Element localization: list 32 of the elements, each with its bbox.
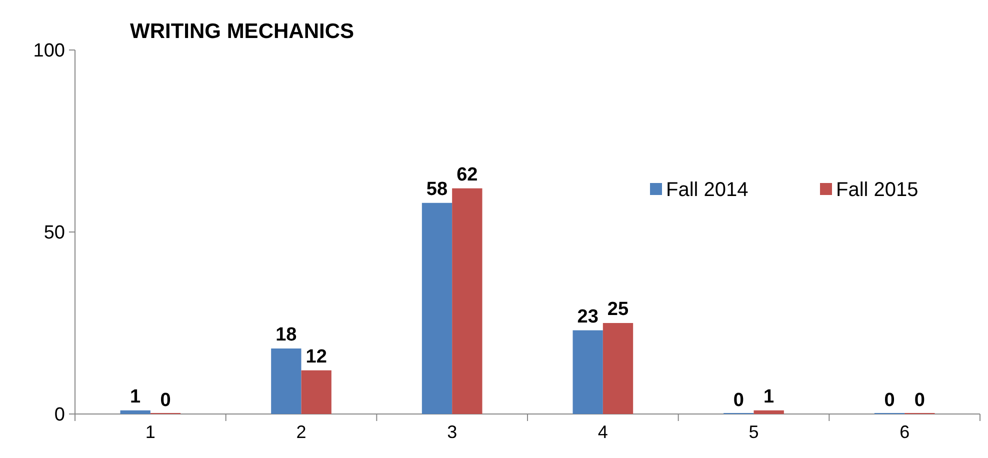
x-tick-label: 5 xyxy=(748,422,759,442)
data-label: 0 xyxy=(160,390,171,411)
data-label: 1 xyxy=(764,386,775,408)
x-tick-label: 3 xyxy=(447,422,458,442)
bar xyxy=(301,370,332,414)
bar xyxy=(572,330,603,414)
bar xyxy=(120,410,150,414)
legend-label: Fall 2015 xyxy=(836,179,918,201)
chart-title: WRITING MECHANICS xyxy=(130,20,354,43)
y-tick-label: 100 xyxy=(33,40,65,62)
x-tick-label: 1 xyxy=(145,422,156,442)
data-label: 18 xyxy=(276,324,297,346)
x-tick-label: 2 xyxy=(296,422,306,442)
bar xyxy=(422,202,452,414)
x-tick-label: 4 xyxy=(598,422,608,442)
bar xyxy=(754,410,784,414)
data-label: 23 xyxy=(577,306,598,328)
data-label: 58 xyxy=(426,178,448,200)
y-tick-label: 0 xyxy=(54,404,65,426)
y-tick-label: 50 xyxy=(44,222,65,244)
bar xyxy=(602,323,634,414)
data-label: 12 xyxy=(306,346,327,368)
data-label: 0 xyxy=(914,390,925,411)
data-label: 0 xyxy=(733,390,744,411)
bar xyxy=(271,348,302,414)
bar xyxy=(452,188,482,414)
data-label: 62 xyxy=(456,164,478,186)
data-label: 0 xyxy=(884,390,895,411)
legend-label: Fall 2014 xyxy=(666,179,748,201)
data-label: 25 xyxy=(607,299,629,320)
data-label: 1 xyxy=(130,386,142,408)
x-tick-label: 6 xyxy=(900,422,910,442)
